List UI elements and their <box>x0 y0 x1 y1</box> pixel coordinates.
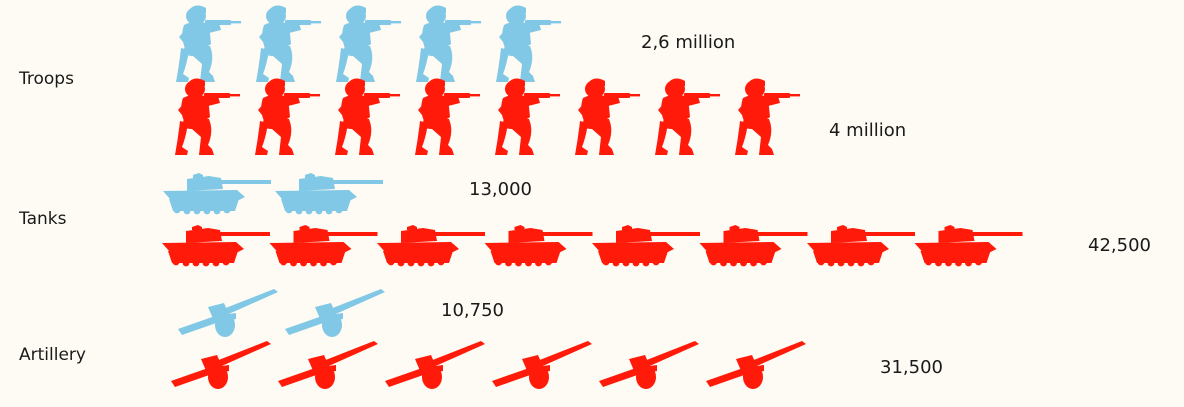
tank-icon-red <box>807 225 915 267</box>
artillery-icon-blue <box>285 289 385 337</box>
soldier-icon-blue <box>496 5 561 82</box>
tanks-blue-row <box>163 173 441 215</box>
artillery-icon-red <box>706 341 806 389</box>
tank-icon-red <box>377 225 485 267</box>
soldier-icon-red <box>495 78 560 155</box>
tank-icon-red <box>592 225 700 267</box>
artillery-icon-red <box>278 341 378 389</box>
artillery-icon-blue <box>178 289 278 337</box>
soldier-icon-blue <box>336 5 401 82</box>
tank-icon-red <box>269 225 378 267</box>
artillery-icon-red <box>385 341 485 389</box>
soldier-icon-red <box>575 78 640 155</box>
tank-icon-blue <box>163 173 271 215</box>
tank-icon-red <box>914 225 1023 267</box>
value-label-artillery-blue: 10,750 <box>441 300 504 321</box>
value-label-tanks-blue: 13,000 <box>469 179 532 200</box>
soldier-icon-blue <box>176 5 241 82</box>
soldier-icon-red <box>655 78 720 155</box>
tank-icon-red <box>484 225 593 267</box>
soldier-icon-red <box>175 78 240 155</box>
artillery-icon-red <box>599 341 699 389</box>
artillery-icon-red <box>171 341 271 389</box>
artillery-icon-red <box>492 341 592 389</box>
soldier-icon-red <box>415 78 480 155</box>
tank-icon-blue <box>275 173 383 215</box>
soldier-icon-red <box>255 78 320 155</box>
artillery-red-row <box>171 341 867 389</box>
tank-icon-red <box>162 225 270 267</box>
category-label-troops: Troops <box>18 69 74 89</box>
soldier-icon-red <box>335 78 400 155</box>
value-label-troops-red: 4 million <box>829 120 906 141</box>
value-label-artillery-red: 31,500 <box>880 357 943 378</box>
tank-icon-red <box>699 225 808 267</box>
troops-blue-row <box>176 5 594 82</box>
tanks-red-row <box>162 225 1062 267</box>
soldier-icon-red <box>735 78 800 155</box>
value-label-tanks-red: 42,500 <box>1088 235 1151 256</box>
soldier-icon-blue <box>416 5 481 82</box>
value-label-troops-blue: 2,6 million <box>641 32 735 53</box>
troops-red-row <box>175 78 800 155</box>
soldier-icon-blue <box>582 5 594 82</box>
category-label-tanks: Tanks <box>18 209 67 229</box>
soldier-icon-blue <box>256 5 321 82</box>
category-label-artillery: Artillery <box>19 345 86 365</box>
